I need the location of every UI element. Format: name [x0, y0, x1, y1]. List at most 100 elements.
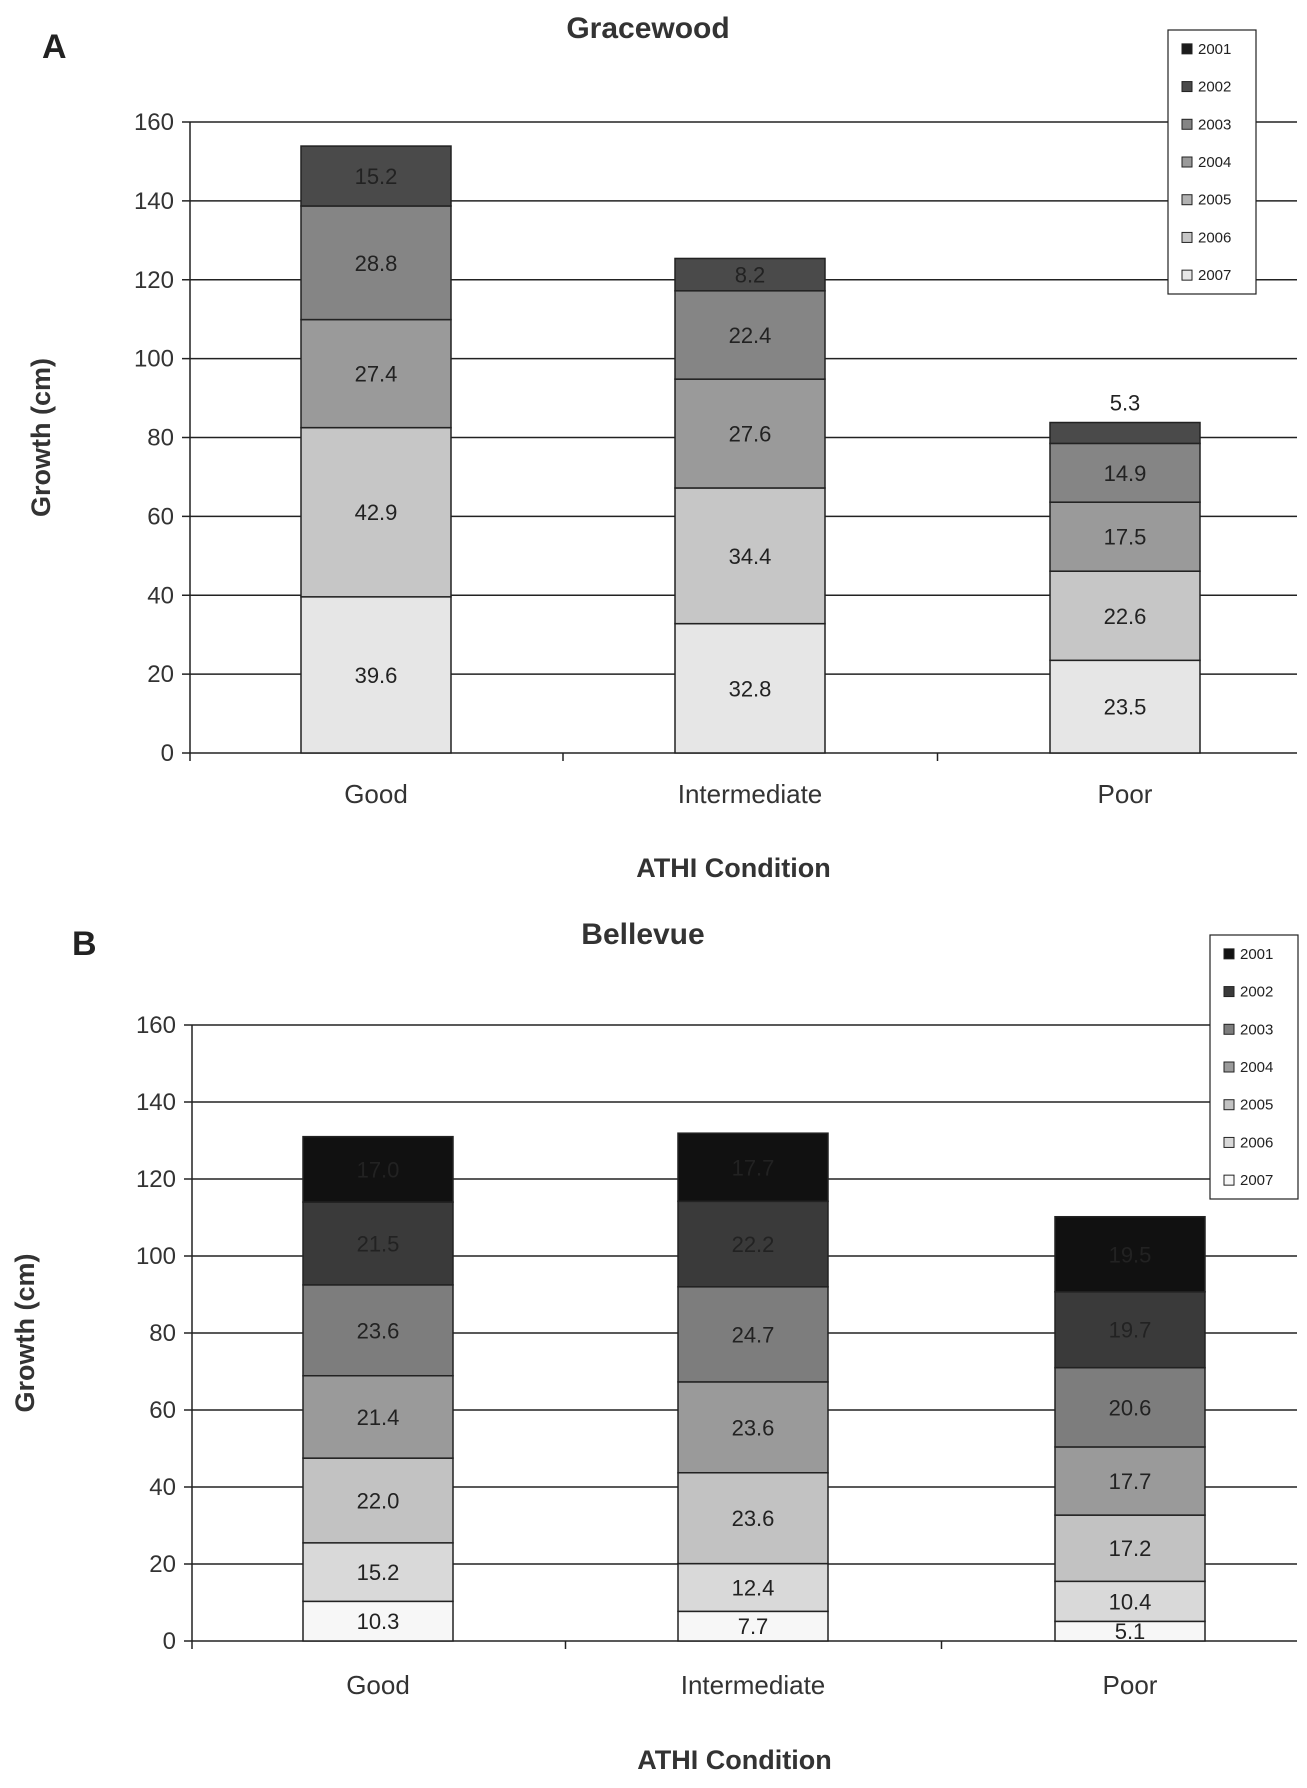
data-label: 12.4: [732, 1575, 775, 1600]
data-label: 15.2: [355, 164, 398, 189]
data-label: 34.4: [729, 544, 772, 569]
data-label: 22.4: [729, 323, 772, 348]
data-label: 23.6: [357, 1318, 400, 1343]
bar-segment-2003: [674, 290, 826, 380]
legend-swatch-2002: [1181, 81, 1193, 93]
legend-label: 2006: [1240, 1134, 1273, 1151]
bar-segment-2006: [1054, 1580, 1206, 1623]
y-axis-title: Growth (cm): [10, 1254, 40, 1413]
legend-label: 2002: [1240, 984, 1273, 1001]
data-label: 28.8: [355, 251, 398, 276]
y-tick-label: 40: [147, 582, 174, 609]
legend-label: 2007: [1240, 1172, 1273, 1189]
bar-segment-2001: [1054, 1215, 1206, 1293]
bar-segment-2001: [677, 1132, 829, 1203]
panel-letter: B: [72, 925, 97, 963]
data-label: 17.7: [1109, 1469, 1152, 1494]
legend-label: 2004: [1240, 1059, 1273, 1076]
bar-segment-2004: [677, 1381, 829, 1474]
legend-label: 2003: [1240, 1021, 1273, 1038]
data-label: 24.7: [732, 1322, 775, 1347]
data-label: 21.4: [357, 1405, 400, 1430]
data-label: 23.5: [1104, 695, 1147, 720]
bar-segment-2003: [1054, 1366, 1206, 1448]
bar-segment-2003: [302, 1284, 454, 1377]
legend-swatch-2003: [1223, 1023, 1235, 1035]
x-category-label: Poor: [1098, 779, 1153, 809]
y-tick-label: 60: [147, 503, 174, 530]
data-label: 5.3: [1110, 391, 1141, 416]
data-label: 39.6: [355, 663, 398, 688]
legend-label: 2001: [1240, 946, 1273, 963]
data-label: 8.2: [735, 263, 766, 288]
data-label: 19.7: [1109, 1318, 1152, 1343]
bar-segment-2004: [1054, 1446, 1206, 1516]
bar-segment-2007: [674, 622, 826, 754]
y-tick-label: 160: [136, 1012, 176, 1039]
data-label: 5.1: [1115, 1619, 1146, 1644]
legend-label: 2004: [1198, 154, 1231, 171]
data-label: 7.7: [738, 1614, 769, 1639]
chart-panel-b: B Bellevue 0 20 40 60 80 100 120 140 160 10.3 15.2 22…: [10, 918, 1299, 1775]
bar-segment-2006: [674, 487, 826, 625]
bar-segment-2002: [300, 145, 452, 207]
legend-swatch-2003: [1181, 118, 1193, 130]
y-tick-label: 60: [149, 1397, 176, 1424]
legend-label: 2001: [1198, 41, 1231, 58]
bar-segment-2005: [302, 1457, 454, 1544]
y-tick-label: 40: [149, 1474, 176, 1501]
bar-segment-2007: [300, 596, 452, 754]
legend: 2001 2002 2003 2004 2005 2006 2007: [1167, 29, 1257, 295]
legend-label: 2005: [1198, 192, 1231, 209]
legend-label: 2006: [1198, 229, 1231, 246]
bar-segment-2007: [677, 1610, 829, 1642]
bar-segment-2004: [302, 1374, 454, 1459]
bar-segment-2002: [1049, 421, 1201, 445]
data-label: 22.6: [1104, 604, 1147, 629]
chart-title: Bellevue: [581, 918, 704, 951]
y-tick-label: 0: [163, 1628, 176, 1655]
bar-segment-2007: [1049, 659, 1201, 754]
y-tick-label: 80: [149, 1320, 176, 1347]
x-axis-title: ATHI Condition: [636, 853, 830, 883]
legend-label: 2003: [1198, 116, 1231, 133]
legend: 2001 2002 2003 2004 2005 2006 2007: [1209, 934, 1299, 1200]
data-label: 14.9: [1104, 461, 1147, 486]
data-label: 10.4: [1109, 1589, 1152, 1614]
data-label: 19.5: [1109, 1242, 1152, 1267]
panel-letter: A: [42, 28, 67, 66]
x-axis-title: ATHI Condition: [637, 1745, 831, 1775]
data-label: 23.6: [732, 1415, 775, 1440]
y-tick-label: 140: [136, 1089, 176, 1116]
legend-swatch-2002: [1223, 986, 1235, 998]
y-tick-label: 20: [147, 661, 174, 688]
bar-segment-2002: [1054, 1291, 1206, 1369]
bar-segment-2002: [302, 1201, 454, 1286]
x-category-label: Good: [344, 779, 408, 809]
data-label: 27.4: [355, 362, 398, 387]
data-label: 42.9: [355, 500, 398, 525]
y-tick-label: 160: [134, 109, 174, 136]
data-label: 15.2: [357, 1560, 400, 1585]
legend-swatch-2006: [1223, 1136, 1235, 1148]
x-category-label: Intermediate: [681, 1670, 826, 1700]
data-label: 17.7: [732, 1155, 775, 1180]
legend-swatch-2005: [1181, 194, 1193, 206]
legend-swatch-2001: [1223, 948, 1235, 960]
data-label: 17.0: [357, 1157, 400, 1182]
legend-swatch-2004: [1223, 1061, 1235, 1073]
y-tick-label: 140: [134, 188, 174, 215]
y-tick-label: 120: [134, 267, 174, 294]
legend-swatch-2006: [1181, 231, 1193, 243]
y-tick-label: 100: [136, 1243, 176, 1270]
y-tick-label: 120: [136, 1166, 176, 1193]
data-label: 32.8: [729, 676, 772, 701]
data-label: 22.2: [732, 1232, 775, 1257]
x-category-label: Good: [346, 1670, 410, 1700]
legend-swatch-2007: [1181, 269, 1193, 281]
bar-segment-2002: [674, 257, 826, 292]
legend-swatch-2007: [1223, 1174, 1235, 1186]
legend-swatch-2004: [1181, 156, 1193, 168]
